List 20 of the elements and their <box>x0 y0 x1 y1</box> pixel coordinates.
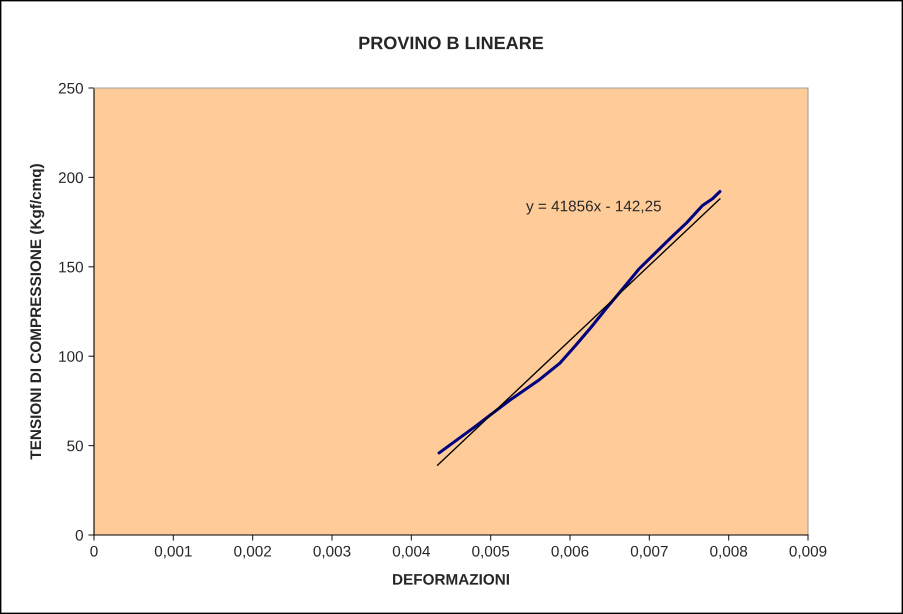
y-tick-label: 0 <box>76 530 83 541</box>
x-tick-label: 0,008 <box>710 546 748 558</box>
x-tick-label: 0,003 <box>313 546 350 558</box>
x-tick-label: 0,004 <box>392 546 430 558</box>
y-tick-label: 200 <box>58 172 83 184</box>
y-axis-title: TENSIONI DI COMPRESSIONE (Kgf/cmq) <box>30 164 44 460</box>
x-tick-label: 0,006 <box>551 546 588 558</box>
x-tick-label: 0,005 <box>472 546 510 558</box>
x-tick-label: 0,007 <box>630 546 668 558</box>
y-tick-label: 50 <box>67 440 83 452</box>
y-tick-label: 150 <box>59 262 83 272</box>
y-tick-label: 100 <box>59 351 83 362</box>
x-axis-title: DEFORMAZIONI <box>393 574 509 585</box>
x-tick-label: 0,002 <box>234 546 272 558</box>
x-tick-label: 0 <box>90 546 98 557</box>
x-tick-label: 0,001 <box>154 546 192 558</box>
y-tick-label: 250 <box>58 82 83 94</box>
x-tick-label: 0,009 <box>789 546 826 558</box>
chart-title: PROVINO B LINEARE <box>359 36 544 50</box>
annotation: y = 41856x - 142,25 <box>526 200 661 214</box>
